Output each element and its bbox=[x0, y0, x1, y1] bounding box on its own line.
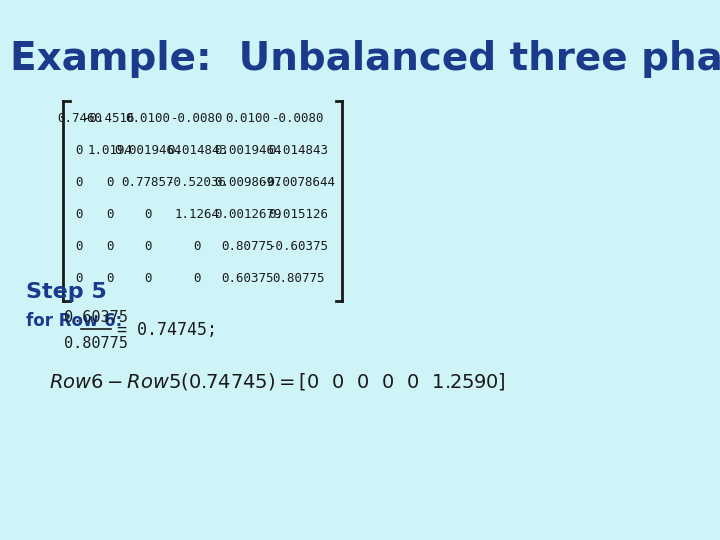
Text: 0: 0 bbox=[106, 208, 113, 221]
Text: = 0.74745;: = 0.74745; bbox=[117, 321, 217, 339]
Text: 0.0100: 0.0100 bbox=[225, 112, 270, 125]
Text: -0.0080: -0.0080 bbox=[171, 112, 223, 125]
Text: 0: 0 bbox=[144, 273, 152, 286]
Text: 0.015126: 0.015126 bbox=[269, 208, 328, 221]
Text: 0.77857: 0.77857 bbox=[122, 177, 174, 190]
Text: 0.60375: 0.60375 bbox=[221, 273, 274, 286]
Text: 0: 0 bbox=[194, 273, 201, 286]
Text: 0: 0 bbox=[144, 208, 152, 221]
Text: 0.0019464: 0.0019464 bbox=[114, 145, 181, 158]
Text: 0: 0 bbox=[76, 273, 84, 286]
Text: -0.60375: -0.60375 bbox=[269, 240, 328, 253]
Text: 1.0194: 1.0194 bbox=[87, 145, 132, 158]
Text: -0.0080: -0.0080 bbox=[272, 112, 325, 125]
Text: $\mathit{Row6} - \mathit{Row5}$$(0.74745)$$= \left[0\ \ 0\ \ 0\ \ 0\ \ 0\ \ 1.25: $\mathit{Row6} - \mathit{Row5}$$(0.74745… bbox=[49, 372, 506, 393]
Text: 0.7460: 0.7460 bbox=[57, 112, 102, 125]
Text: 0.80775: 0.80775 bbox=[272, 273, 325, 286]
Text: 0.0012679: 0.0012679 bbox=[214, 208, 282, 221]
Text: 0: 0 bbox=[76, 208, 84, 221]
Text: 0.0019464: 0.0019464 bbox=[214, 145, 282, 158]
Text: 0.0100: 0.0100 bbox=[125, 112, 171, 125]
Text: 0.014843: 0.014843 bbox=[269, 145, 328, 158]
Text: 0: 0 bbox=[106, 273, 113, 286]
Text: 0: 0 bbox=[194, 240, 201, 253]
Text: -0.0078644: -0.0078644 bbox=[261, 177, 336, 190]
Text: 0: 0 bbox=[144, 240, 152, 253]
Text: 0: 0 bbox=[106, 240, 113, 253]
Text: 0: 0 bbox=[76, 145, 84, 158]
Text: 1.1264: 1.1264 bbox=[175, 208, 220, 221]
Text: 0.80775: 0.80775 bbox=[221, 240, 274, 253]
Text: 0.014843: 0.014843 bbox=[167, 145, 228, 158]
Text: 0: 0 bbox=[76, 177, 84, 190]
Text: -0.52036: -0.52036 bbox=[167, 177, 228, 190]
Text: 0: 0 bbox=[106, 177, 113, 190]
Text: Example:  Unbalanced three phase load: Example: Unbalanced three phase load bbox=[10, 40, 720, 78]
Text: 0.80775: 0.80775 bbox=[64, 336, 128, 352]
Text: -0.4516: -0.4516 bbox=[84, 112, 136, 125]
Text: Step 5: Step 5 bbox=[27, 282, 107, 302]
Text: 0.60375: 0.60375 bbox=[64, 310, 128, 326]
Text: 0: 0 bbox=[76, 240, 84, 253]
Text: 0.0098697: 0.0098697 bbox=[214, 177, 282, 190]
Text: for Row 6:: for Row 6: bbox=[27, 312, 122, 330]
